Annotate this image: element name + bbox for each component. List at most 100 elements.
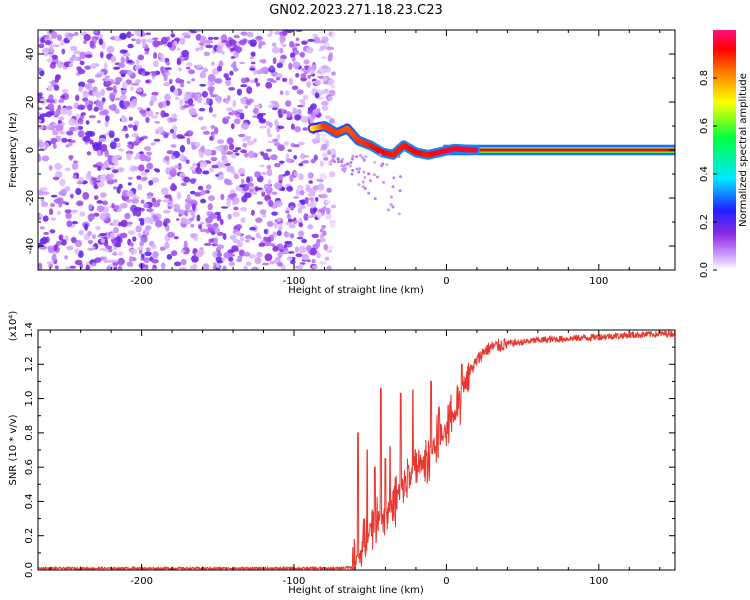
noise-speck xyxy=(152,251,159,259)
noise-speck xyxy=(226,199,231,208)
noise-speck xyxy=(207,223,213,228)
noise-speck xyxy=(290,205,294,210)
noise-speck xyxy=(163,112,170,117)
noise-speck xyxy=(126,261,132,267)
colorbar-tick-label: 0.0 xyxy=(699,262,710,278)
trace-tail xyxy=(385,163,389,167)
noise-speck xyxy=(312,207,318,213)
noise-speck xyxy=(319,228,324,233)
noise-speck xyxy=(262,214,267,218)
noise-speck xyxy=(60,107,69,115)
noise-speck xyxy=(56,210,62,215)
noise-speck xyxy=(166,254,173,260)
snr-y-tick-label: 0.8 xyxy=(24,425,35,441)
noise-speck xyxy=(161,187,169,195)
noise-speck xyxy=(252,191,258,195)
noise-speck xyxy=(105,80,112,87)
snr-y-label: SNR (10 * v/v) xyxy=(8,414,19,485)
noise-speck xyxy=(61,89,69,94)
noise-speck xyxy=(92,164,98,168)
noise-speck xyxy=(324,200,332,204)
noise-speck xyxy=(259,164,265,168)
noise-speck xyxy=(69,211,77,214)
noise-speck xyxy=(137,137,144,142)
noise-speck xyxy=(214,146,222,151)
noise-speck xyxy=(191,112,198,116)
colorbar-gradient xyxy=(713,30,736,270)
noise-speck xyxy=(140,220,145,226)
trace-tail xyxy=(375,175,379,179)
noise-speck xyxy=(98,137,107,143)
noise-speck xyxy=(210,82,215,86)
noise-speck xyxy=(225,151,234,155)
noise-speck xyxy=(202,263,210,270)
noise-speck xyxy=(276,230,282,236)
noise-speck xyxy=(309,201,317,209)
noise-speck xyxy=(294,246,299,253)
noise-speck xyxy=(138,164,145,172)
noise-speck xyxy=(58,116,65,121)
noise-speck xyxy=(314,79,322,86)
noise-speck xyxy=(98,38,104,46)
noise-speck xyxy=(239,184,246,188)
noise-speck xyxy=(38,154,41,162)
noise-speck xyxy=(183,133,190,137)
noise-speck xyxy=(265,82,273,89)
noise-speck xyxy=(271,211,278,216)
noise-speck xyxy=(269,30,273,35)
noise-speck xyxy=(252,267,257,270)
noise-speck xyxy=(58,234,64,241)
noise-speck xyxy=(242,142,248,148)
noise-speck xyxy=(216,65,223,72)
noise-speck xyxy=(292,61,301,69)
snr-x-ticks: -200 -100 0 100 xyxy=(49,330,661,587)
noise-speck xyxy=(321,65,329,70)
noise-speck xyxy=(70,139,76,143)
noise-speck xyxy=(57,60,63,69)
noise-speck xyxy=(311,265,318,269)
noise-speck xyxy=(196,214,201,222)
noise-speck xyxy=(131,133,139,138)
noise-speck xyxy=(176,191,182,200)
noise-speck xyxy=(184,209,189,217)
noise-speck xyxy=(184,202,191,211)
y-tick-label: -20 xyxy=(25,190,36,206)
noise-speck xyxy=(286,111,292,118)
noise-speck xyxy=(198,151,204,158)
noise-speck xyxy=(110,162,115,166)
noise-speck xyxy=(105,245,113,250)
noise-speck xyxy=(165,100,171,106)
noise-speck xyxy=(50,31,58,39)
noise-speck xyxy=(96,181,105,188)
noise-speck xyxy=(127,143,133,149)
noise-speck xyxy=(138,248,143,255)
trace-tail xyxy=(399,175,403,179)
noise-speck xyxy=(194,142,201,148)
noise-speck xyxy=(83,34,91,41)
noise-speck xyxy=(57,104,62,110)
noise-speck xyxy=(199,71,207,79)
noise-speck xyxy=(173,261,182,267)
noise-speck xyxy=(69,45,78,52)
noise-speck xyxy=(301,160,309,164)
noise-speck xyxy=(315,241,321,248)
noise-speck xyxy=(327,96,333,101)
noise-speck xyxy=(249,56,254,60)
noise-speck xyxy=(109,173,115,179)
noise-speck xyxy=(231,170,236,175)
trace-tail xyxy=(336,157,340,161)
trace-tail xyxy=(367,172,371,176)
noise-speck xyxy=(44,40,52,46)
noise-speck xyxy=(72,174,78,179)
trace-tail xyxy=(391,185,395,189)
noise-speck xyxy=(214,126,219,135)
noise-speck xyxy=(134,65,141,70)
noise-speck xyxy=(173,203,180,211)
noise-speck xyxy=(103,62,108,70)
noise-speck xyxy=(307,38,315,42)
noise-speck xyxy=(87,213,95,221)
noise-speck xyxy=(269,260,275,265)
x-tick-label: 100 xyxy=(589,576,608,587)
noise-speck xyxy=(261,191,266,197)
